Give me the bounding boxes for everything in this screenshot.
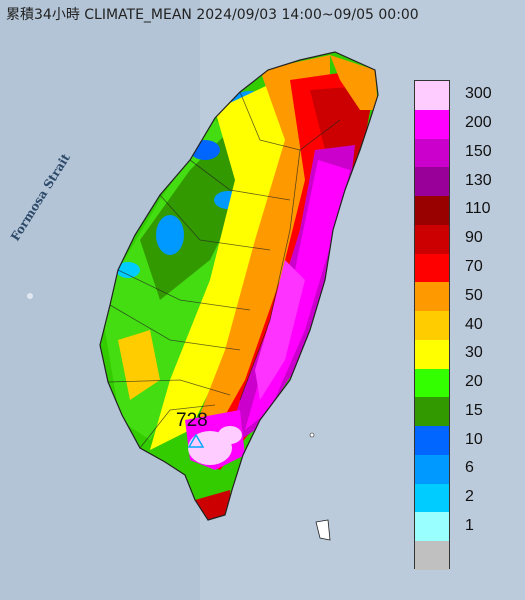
max-station-marker <box>187 433 205 448</box>
legend-label: 90 <box>465 229 483 247</box>
max-value-label: 728 <box>176 410 208 431</box>
legend-swatch <box>415 224 449 255</box>
legend-label: 20 <box>465 373 483 391</box>
color-legend <box>414 80 450 571</box>
legend-label: 50 <box>465 286 483 304</box>
legend-swatch <box>415 397 449 427</box>
legend-swatch <box>415 512 449 542</box>
legend-swatch <box>415 339 449 370</box>
map-title: 累積34小時 CLIMATE_MEAN 2024/09/03 14:00~09/… <box>6 7 419 23</box>
small-island <box>315 519 331 541</box>
legend-swatch <box>415 109 449 139</box>
legend-swatch <box>415 454 449 485</box>
legend-swatch <box>415 368 449 398</box>
legend-swatch <box>415 426 449 456</box>
legend-swatch <box>415 196 449 226</box>
legend-swatch <box>415 138 449 168</box>
legend-swatch <box>415 253 449 283</box>
legend-label: 70 <box>465 257 483 275</box>
legend-label: 2 <box>465 488 474 506</box>
legend-swatch <box>415 541 449 571</box>
island-outline <box>99 51 379 521</box>
legend-label: 200 <box>465 114 492 132</box>
legend-label: 10 <box>465 430 483 448</box>
legend-swatch <box>415 483 449 513</box>
legend-label: 110 <box>465 200 491 218</box>
legend-label: 130 <box>465 171 492 189</box>
rainfall-layers <box>100 55 378 520</box>
legend-swatch <box>415 311 449 341</box>
legend-label: 150 <box>465 142 492 160</box>
legend-label: 300 <box>465 85 492 103</box>
legend-label: 15 <box>465 401 483 419</box>
legend-swatch <box>415 282 449 312</box>
county-boundaries <box>107 91 341 449</box>
legend-label: 6 <box>465 459 474 477</box>
legend-label: 40 <box>465 315 483 333</box>
legend-label: 1 <box>465 516 474 534</box>
legend-swatch <box>415 167 449 197</box>
legend-label: 30 <box>465 344 483 362</box>
legend-swatch <box>415 81 449 111</box>
